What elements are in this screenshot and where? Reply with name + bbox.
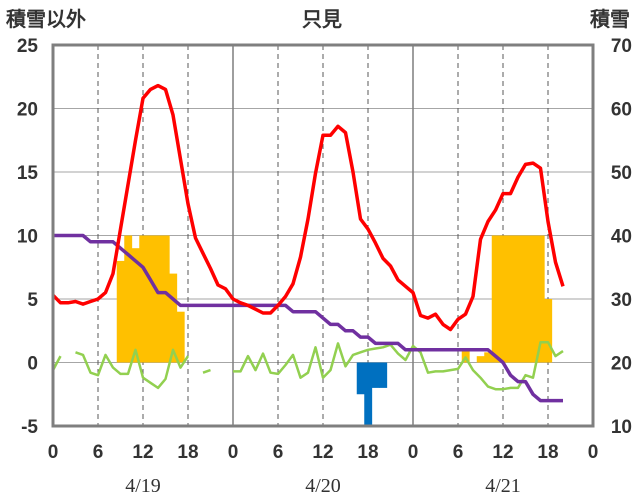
snowfall-bar [536,235,545,363]
x-tick-label: 12 [312,442,333,463]
left-tick-label: 5 [27,290,38,311]
snowfall-bar [476,356,485,363]
right-axis-ticks: 10 20 30 40 50 60 70 [611,36,632,438]
right-tick-label: 50 [611,163,632,184]
right-tick-label: 30 [611,290,632,311]
snowfall-bar [491,235,500,363]
chart-title: 只見 [302,8,342,31]
snow-decrease-bar [379,362,388,388]
left-tick-label: 20 [17,100,38,121]
x-tick-label: 12 [492,442,513,463]
x-tick-label: 0 [588,442,599,463]
left-tick-label: 25 [17,36,39,57]
right-tick-label: 60 [611,100,632,121]
x-tick-label: 18 [357,442,378,463]
snowfall-bar [461,349,470,363]
snow-decrease-bar [364,362,373,426]
snowfall-bar [176,311,185,363]
snowfall-bar [529,235,538,363]
snowfall-bar [124,235,133,363]
x-tick-label: 6 [453,442,464,463]
x-tick-label: 12 [132,442,153,463]
x-tick-label: 0 [228,442,239,463]
right-axis-label: 積雪 [590,8,630,31]
left-tick-label: 10 [17,227,38,248]
x-tick-label: 6 [273,442,284,463]
snow-decrease-bar [371,362,380,388]
right-tick-label: 40 [611,227,632,248]
temperature-line [51,83,565,332]
snowfall-bar [161,235,170,363]
date-label: 4/20 [305,475,341,497]
x-tick-label: 18 [537,442,558,463]
snow-depth-line [53,233,563,403]
snowfall-bar [131,248,140,363]
right-tick-label: 10 [611,417,632,438]
grid [53,45,593,426]
left-axis-label: 積雪以外 [6,7,86,31]
left-axis-ticks: -5 0 5 10 15 20 25 [17,36,39,438]
date-label: 4/19 [125,475,161,497]
series-lines [51,83,565,403]
snow-decrease-bar [356,362,365,395]
x-tick-label: 0 [408,442,419,463]
snowfall-bar [139,235,148,363]
x-tick-label: 6 [93,442,104,463]
snowfall-bar [506,235,515,363]
right-tick-label: 20 [611,354,632,375]
left-tick-label: 0 [27,354,38,375]
date-label: 4/21 [485,475,521,497]
temp-change-line [51,340,564,391]
snowfall-bar [499,235,508,363]
snowfall-bar [544,299,553,363]
x-axis-ticks: 0 6 12 18 0 6 12 18 0 6 12 18 0 [48,442,599,463]
right-tick-label: 70 [611,36,632,57]
snowfall-bar [169,273,178,363]
date-labels: 4/19 4/20 4/21 [125,475,521,497]
bars [116,235,553,426]
snowfall-bar [116,260,125,363]
snowfall-bar [146,235,155,363]
snowfall-bar [521,235,530,363]
snowfall-bar [484,352,493,363]
plot-frame [51,43,595,428]
snowfall-bar [514,235,523,363]
snowfall-bar [154,235,163,363]
x-tick-label: 18 [177,442,198,463]
left-tick-label: -5 [21,417,38,438]
left-tick-label: 15 [17,163,39,184]
x-tick-label: 0 [48,442,59,463]
